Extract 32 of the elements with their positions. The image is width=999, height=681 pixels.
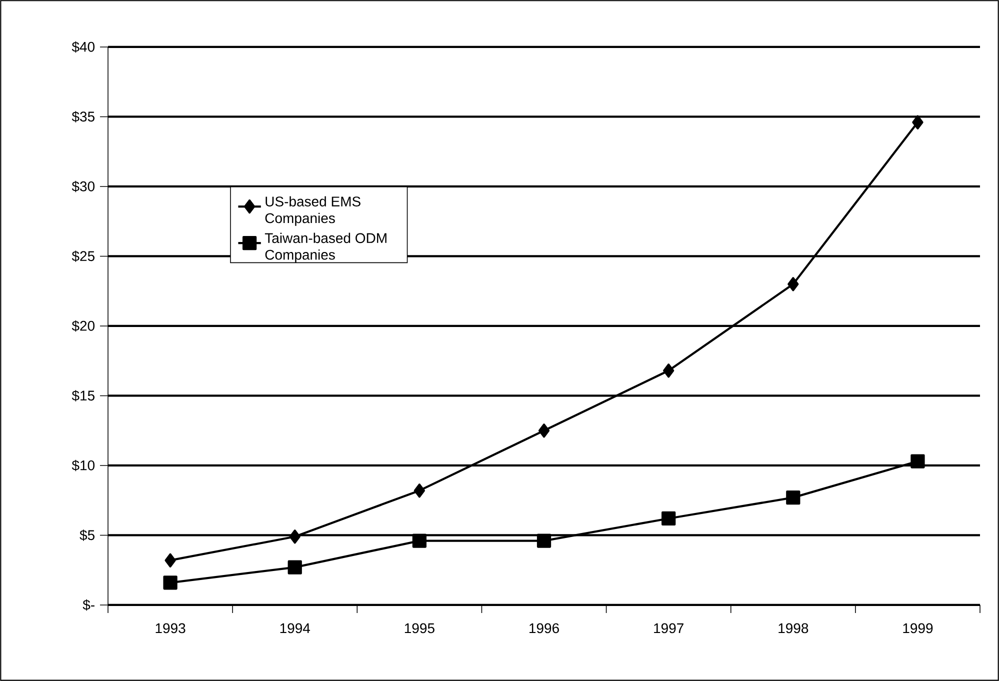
y-tick-label: $30	[72, 180, 95, 192]
x-tick-label: 1997	[654, 623, 684, 634]
point	[412, 534, 427, 548]
y-tick-label: $5	[80, 530, 94, 541]
point	[536, 534, 552, 548]
point	[786, 490, 800, 505]
legend-label: Taiwan-based ODM Companies	[264, 232, 386, 262]
point	[910, 454, 925, 468]
y-tick-label: $10	[72, 460, 95, 472]
x-tick-label: 1998	[778, 623, 808, 634]
point	[414, 484, 426, 498]
y-tick-label: $25	[72, 250, 94, 262]
point	[538, 424, 550, 438]
point	[912, 115, 924, 130]
legend-label: US-based EMS Companies	[265, 196, 360, 226]
y-tick-label: $40	[72, 41, 95, 53]
y-tick-label: $-	[82, 599, 94, 611]
x-tick-label: 1996	[529, 623, 559, 634]
point	[288, 560, 302, 574]
x-tick-label: 1995	[404, 623, 434, 634]
y-tick-label: $20	[72, 320, 95, 332]
y-tick-label: $35	[72, 111, 94, 122]
point	[788, 277, 799, 292]
x-tick-label: 1993	[156, 623, 186, 634]
x-tick-label: 1999	[903, 623, 933, 634]
point	[663, 364, 674, 378]
x-tick-label: 1994	[280, 623, 310, 634]
point	[662, 511, 676, 526]
point	[164, 553, 176, 568]
y-tick-label: $15	[72, 390, 94, 402]
point	[289, 530, 300, 544]
point	[163, 576, 178, 590]
